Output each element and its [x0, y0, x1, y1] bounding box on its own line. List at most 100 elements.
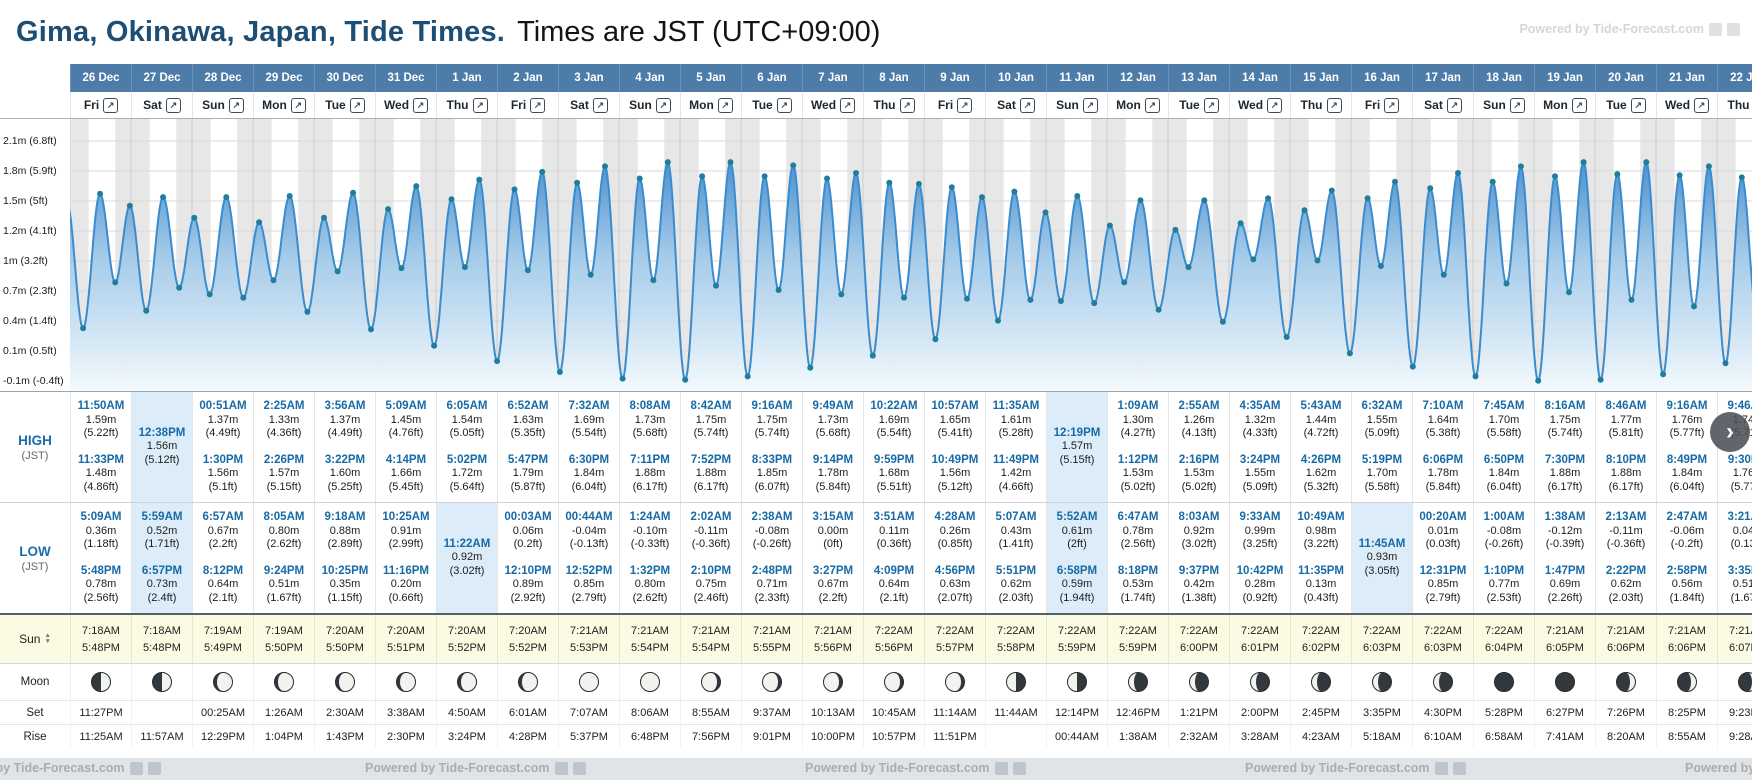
- tide-height-m: 0.01m: [1427, 524, 1459, 537]
- tide-height-m: 1.69m: [878, 413, 910, 426]
- sun-sort-arrows-icon[interactable]: ▲ ▼: [44, 632, 50, 646]
- tide-entry: 6:58PM 0.59m (1.94ft): [1047, 565, 1107, 606]
- tide-height-ft: (2.03ft): [1608, 591, 1644, 604]
- tide-height-ft: (2.92ft): [510, 591, 546, 604]
- moon-phase-icon: [1128, 672, 1148, 692]
- tide-entry: 2:13AM -0.11m (-0.36ft): [1596, 511, 1656, 552]
- tide-day-cell: 4:35AM 1.32m (4.33ft) 3:24PM 1.55m (5.09ft): [1229, 392, 1290, 502]
- date-header: 28 Dec: [192, 64, 253, 92]
- y-axis-label: 1.2m (4.1ft): [3, 225, 57, 237]
- y-axis-label: -0.1m (-0.4ft): [3, 375, 64, 387]
- tide-height-m: 0.20m: [390, 578, 422, 590]
- day-abbrev: Fri: [83, 98, 100, 112]
- expand-day-icon[interactable]: ↗: [1446, 97, 1462, 113]
- moon-phase-icon: [1250, 672, 1270, 692]
- tide-height-ft: (4.27ft): [1120, 427, 1156, 439]
- sun-times-cell: 7:22AM 5:59PM: [1107, 615, 1168, 663]
- tide-entry: 9:24PM 0.51m (1.67ft): [254, 565, 314, 606]
- expand-day-icon[interactable]: ↗: [472, 97, 488, 113]
- tide-time: 3:56AM: [324, 400, 366, 412]
- tide-height-m: 1.64m: [1427, 413, 1459, 426]
- tide-height-ft: (6.07ft): [754, 480, 790, 493]
- expand-day-icon[interactable]: ↗: [1082, 97, 1098, 113]
- tide-entry: 8:49PM 1.84m (6.04ft): [1657, 454, 1717, 495]
- expand-day-icon[interactable]: ↗: [1203, 97, 1219, 113]
- day-of-week-cell: Thu↗: [863, 92, 924, 118]
- expand-day-icon[interactable]: ↗: [1630, 97, 1646, 113]
- tide-height-ft: (5.15ft): [1059, 453, 1095, 466]
- tide-time: 8:33PM: [751, 453, 793, 466]
- scroll-right-button[interactable]: ›: [1710, 412, 1750, 452]
- date-header: 20 Jan: [1595, 64, 1656, 92]
- expand-day-icon[interactable]: ↗: [840, 97, 856, 113]
- tide-height-m: 1.88m: [695, 467, 727, 479]
- tide-height-ft: (5.81ft): [1608, 427, 1644, 439]
- day-of-week-cell: Tue ↗: [1168, 92, 1229, 118]
- expand-day-icon[interactable]: ↗: [103, 97, 119, 113]
- sun-section: Sun ▲ ▼ 7:18AM 5:48PM 7:18AM 5:48PM 7:19AM 5:…: [0, 613, 1752, 663]
- tide-height-m: 0.42m: [1183, 578, 1215, 590]
- expand-day-icon[interactable]: ↗: [228, 97, 244, 113]
- expand-day-icon[interactable]: ↗: [655, 97, 671, 113]
- tide-time: 9:37PM: [1178, 564, 1220, 577]
- tide-height-m: 0.67m: [817, 578, 849, 590]
- sun-times-cell: 7:21AM 5:54PM: [680, 615, 741, 663]
- moon-phase-icon: [1433, 672, 1453, 692]
- tide-height-ft: (0.43ft): [1303, 591, 1339, 604]
- expand-day-icon[interactable]: ↗: [1326, 97, 1342, 113]
- expand-day-icon[interactable]: ↗: [592, 97, 608, 113]
- sunset-time: 5:48PM: [82, 641, 120, 654]
- tide-day-cell: 7:32AM 1.69m (5.54ft) 6:30PM 1.84m (6.04ft): [558, 392, 619, 502]
- tide-height-ft: (0.03ft): [1425, 538, 1461, 550]
- tide-entry: 1:09AM 1.30m (4.27ft): [1108, 400, 1168, 441]
- expand-day-icon[interactable]: ↗: [1509, 97, 1525, 113]
- tide-entry: 4:28AM 0.26m (0.85ft): [925, 511, 985, 552]
- expand-day-icon[interactable]: ↗: [1019, 97, 1035, 113]
- day-of-week-cell: Fri ↗: [1351, 92, 1412, 118]
- tide-height-ft: (6.17ft): [1608, 480, 1644, 493]
- expand-day-icon[interactable]: ↗: [776, 97, 792, 113]
- date-header: 3 Jan: [558, 64, 619, 92]
- expand-day-icon[interactable]: ↗: [290, 97, 306, 113]
- expand-day-icon[interactable]: ↗: [349, 97, 365, 113]
- moon-phase-cell: [1351, 664, 1412, 700]
- moon-time-cell: 11:44AM: [985, 701, 1046, 724]
- expand-day-icon[interactable]: ↗: [413, 97, 429, 113]
- sunrise-time: 7:21AM: [631, 624, 669, 637]
- tide-entry: 7:52PM 1.88m (6.17ft): [681, 454, 741, 495]
- expand-day-icon[interactable]: ↗: [1571, 97, 1587, 113]
- expand-day-icon[interactable]: ↗: [957, 97, 973, 113]
- tide-entry: 11:22AM 0.92m (3.02ft): [437, 538, 497, 579]
- moonset-section: Set 11:27PM 00:25AM 1:26AM 2:30AM 3:38AM 4:50…: [0, 700, 1752, 724]
- sun-times-cell: 7:22AM 6:03PM: [1351, 615, 1412, 663]
- y-axis-label: 0.4m (1.4ft): [3, 315, 57, 327]
- moon-phase-icon: [152, 672, 172, 692]
- expand-day-icon[interactable]: ↗: [165, 97, 181, 113]
- tide-height-ft: (-0.2ft): [1670, 538, 1704, 550]
- tide-height-m: 1.53m: [1183, 467, 1215, 479]
- day-abbrev: Mon: [1543, 98, 1568, 112]
- tide-height-m: 1.30m: [1122, 413, 1154, 426]
- expand-day-icon[interactable]: ↗: [530, 97, 546, 113]
- tide-height-m: -0.11m: [694, 524, 728, 537]
- expand-day-icon[interactable]: ↗: [1694, 97, 1710, 113]
- day-of-week-cell: Sun ↗: [1473, 92, 1534, 118]
- tide-height-ft: (-0.26ft): [752, 538, 792, 550]
- moon-time-cell: 11:51PM: [924, 725, 985, 748]
- tide-day-cell: 11:50AM 1.59m (5.22ft) 11:33PM 1.48m (4.86ft): [70, 392, 131, 502]
- tide-height-m: 1.54m: [451, 413, 483, 426]
- moon-phase-icon: [518, 672, 538, 692]
- expand-day-icon[interactable]: ↗: [1384, 97, 1400, 113]
- tide-height-ft: (4.36ft): [266, 427, 302, 439]
- tide-time: 5:59AM: [141, 511, 183, 523]
- expand-day-icon[interactable]: ↗: [717, 97, 733, 113]
- tide-time: 8:05AM: [263, 511, 305, 523]
- tide-height-ft: (2.03ft): [998, 591, 1034, 604]
- tide-time: 11:35PM: [1297, 564, 1345, 577]
- tide-entry: 1:10PM 0.77m (2.53ft): [1474, 565, 1534, 606]
- expand-day-icon[interactable]: ↗: [1267, 97, 1283, 113]
- expand-day-icon[interactable]: ↗: [1144, 97, 1160, 113]
- expand-day-icon[interactable]: ↗: [899, 97, 915, 113]
- day-abbrev: Wed: [810, 98, 837, 112]
